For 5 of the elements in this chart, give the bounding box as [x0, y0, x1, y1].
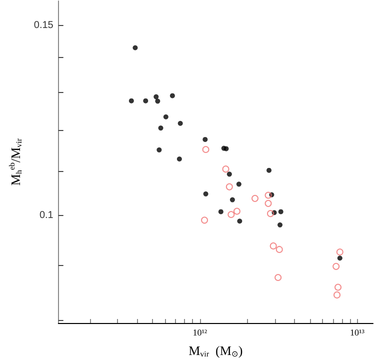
- y-tick-label: 0.15: [34, 20, 54, 31]
- y-axis-title: Mheb/Mvir: [8, 138, 24, 186]
- y-tick-label: 0.1: [39, 210, 54, 221]
- x-tick-label: 10¹²: [192, 328, 208, 338]
- x-tick-label: 10¹³: [350, 328, 365, 338]
